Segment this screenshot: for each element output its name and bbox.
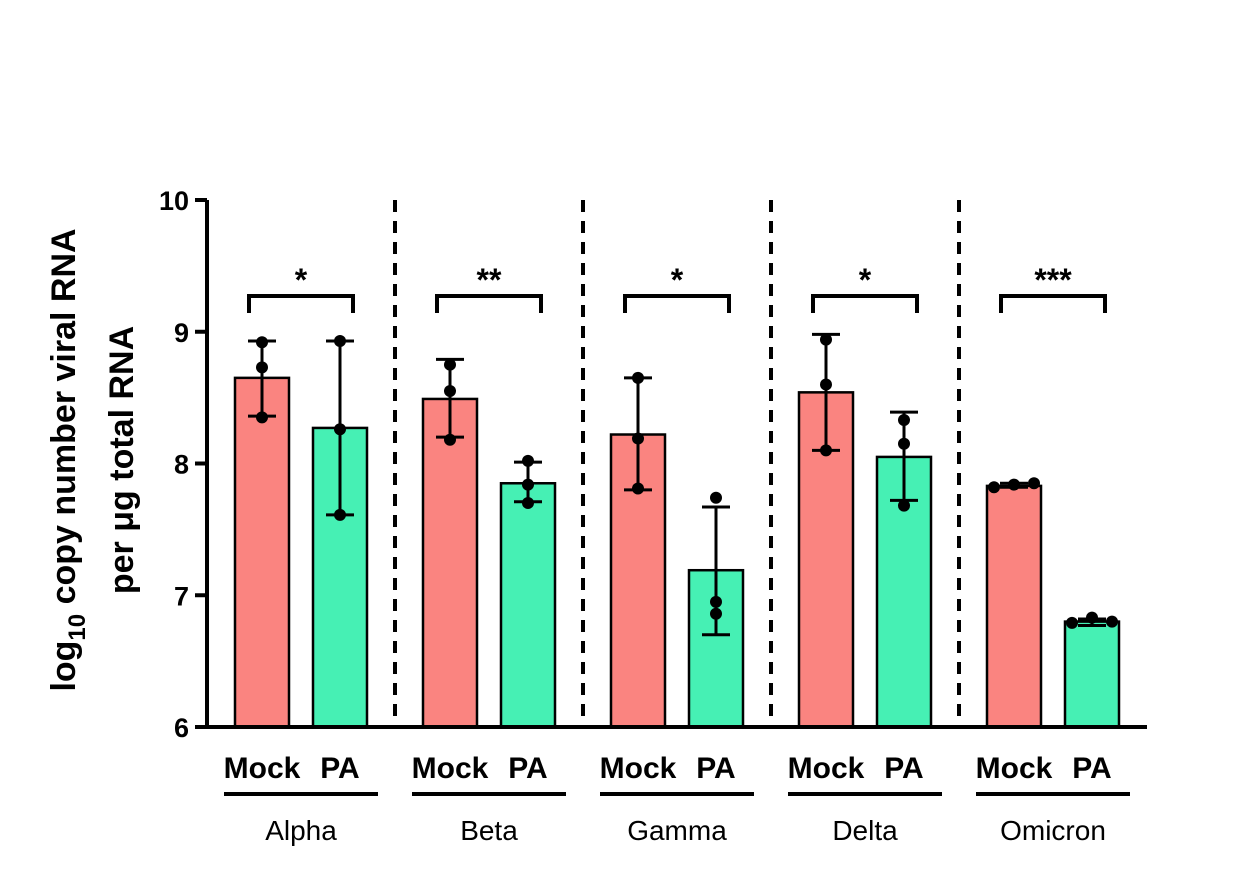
data-point bbox=[334, 334, 346, 347]
data-point bbox=[444, 385, 456, 398]
y-tick-label: 10 bbox=[159, 186, 189, 216]
error-bars-layer bbox=[248, 332, 1106, 637]
group-label-omicron: Omicron bbox=[1000, 815, 1106, 846]
significance-bracket bbox=[247, 294, 355, 313]
data-point bbox=[444, 433, 456, 446]
axes-layer: 6 7 8 9 10 bbox=[159, 186, 1147, 743]
x-labels-layer: Mock PA Alpha Mock PA Beta Mock PA Gamma Mock PA De… bbox=[224, 752, 1130, 846]
data-point bbox=[632, 371, 644, 384]
data-point bbox=[1086, 611, 1098, 624]
condition-label: Mock bbox=[788, 752, 865, 785]
data-point bbox=[710, 491, 722, 504]
significance-label: * bbox=[859, 262, 872, 298]
data-point bbox=[256, 411, 268, 424]
data-point bbox=[820, 378, 832, 391]
data-point bbox=[820, 444, 832, 457]
condition-label: Mock bbox=[600, 752, 677, 785]
data-point bbox=[1106, 615, 1118, 628]
bar-omicron-mock bbox=[985, 484, 1043, 729]
condition-label: Mock bbox=[224, 752, 301, 785]
condition-label: Mock bbox=[976, 752, 1053, 785]
condition-label: PA bbox=[320, 752, 359, 785]
condition-label: PA bbox=[884, 752, 923, 785]
data-point bbox=[522, 497, 534, 510]
group-label-delta: Delta bbox=[832, 815, 898, 846]
y-axis-label-line2: per μg total RNA bbox=[103, 326, 141, 594]
data-points-layer bbox=[256, 333, 1118, 629]
data-point bbox=[256, 336, 268, 349]
data-point bbox=[632, 432, 644, 445]
bar-omicron-pa bbox=[1063, 620, 1121, 729]
significance-bracket bbox=[623, 294, 731, 313]
y-tick-label: 9 bbox=[174, 318, 189, 348]
significance-label: * bbox=[671, 262, 684, 298]
data-point bbox=[334, 508, 346, 521]
data-point bbox=[522, 478, 534, 491]
group-label-alpha: Alpha bbox=[265, 815, 337, 846]
data-point bbox=[334, 423, 346, 436]
bar-alpha-mock bbox=[233, 376, 291, 729]
significance-bracket bbox=[435, 294, 543, 313]
data-point bbox=[898, 499, 910, 512]
data-point bbox=[898, 414, 910, 427]
y-axis-label-line1: log10 copy number viral RNA bbox=[45, 228, 91, 691]
significance-label: ** bbox=[477, 262, 502, 298]
significance-layer: * ** * * *** bbox=[247, 262, 1107, 313]
data-point bbox=[1028, 477, 1040, 490]
condition-label: PA bbox=[1072, 752, 1111, 785]
bar-delta-mock bbox=[797, 391, 855, 729]
data-point bbox=[710, 595, 722, 608]
significance-bracket bbox=[811, 294, 919, 313]
group-label-gamma: Gamma bbox=[627, 815, 727, 846]
data-point bbox=[444, 358, 456, 371]
data-point bbox=[710, 607, 722, 620]
condition-label: Mock bbox=[412, 752, 489, 785]
data-point bbox=[988, 481, 1000, 494]
data-point bbox=[820, 333, 832, 346]
condition-label: PA bbox=[508, 752, 547, 785]
bar-beta-pa bbox=[499, 482, 557, 729]
y-tick-label: 8 bbox=[174, 450, 189, 480]
bar-beta-mock bbox=[421, 397, 479, 729]
data-point bbox=[898, 437, 910, 450]
data-point bbox=[632, 482, 644, 495]
y-tick-label: 7 bbox=[174, 581, 189, 611]
significance-bracket bbox=[999, 294, 1107, 313]
significance-label: *** bbox=[1034, 262, 1072, 298]
bars-layer bbox=[233, 376, 1121, 729]
y-axis-label: log10 copy number viral RNA per μg total… bbox=[45, 228, 141, 691]
condition-label: PA bbox=[696, 752, 735, 785]
data-point bbox=[522, 454, 534, 467]
data-point bbox=[1008, 478, 1020, 491]
data-point bbox=[256, 361, 268, 374]
y-tick-label: 6 bbox=[174, 713, 189, 743]
group-label-beta: Beta bbox=[460, 815, 518, 846]
significance-label: * bbox=[295, 262, 308, 298]
data-point bbox=[1066, 616, 1078, 629]
